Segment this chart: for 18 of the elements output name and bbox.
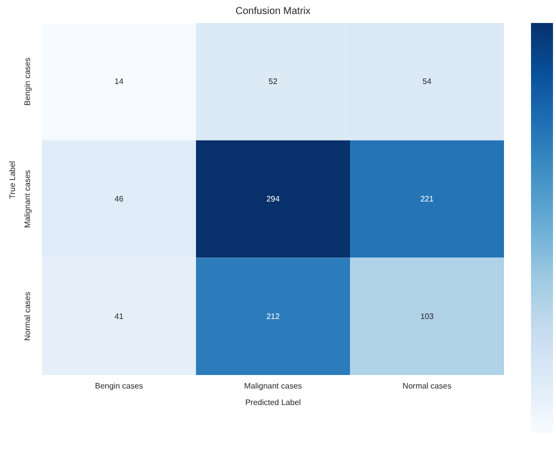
x-tick-label: Bengin cases [94,382,144,391]
y-tick-label: Bengin cases [23,58,32,106]
data-label: 212 [266,312,280,321]
x-axis-title: Predicted Label [245,398,302,407]
data-label: 294 [266,194,280,204]
x-tick-label: Normal cases [402,382,452,391]
data-label: 14 [114,77,124,86]
data-label: 52 [268,77,278,86]
data-label: 221 [420,194,434,204]
data-label: 54 [422,77,432,86]
y-axis-title: True Label [8,160,17,199]
data-label: 41 [114,312,124,321]
y-tick-label: Normal cases [23,292,32,341]
chart-title: Confusion Matrix [234,6,312,17]
data-label: 46 [114,194,124,204]
y-tick-label: Malignant cases [23,170,32,228]
x-tick-label: Malignant cases [244,382,302,391]
data-label: 103 [420,312,434,321]
